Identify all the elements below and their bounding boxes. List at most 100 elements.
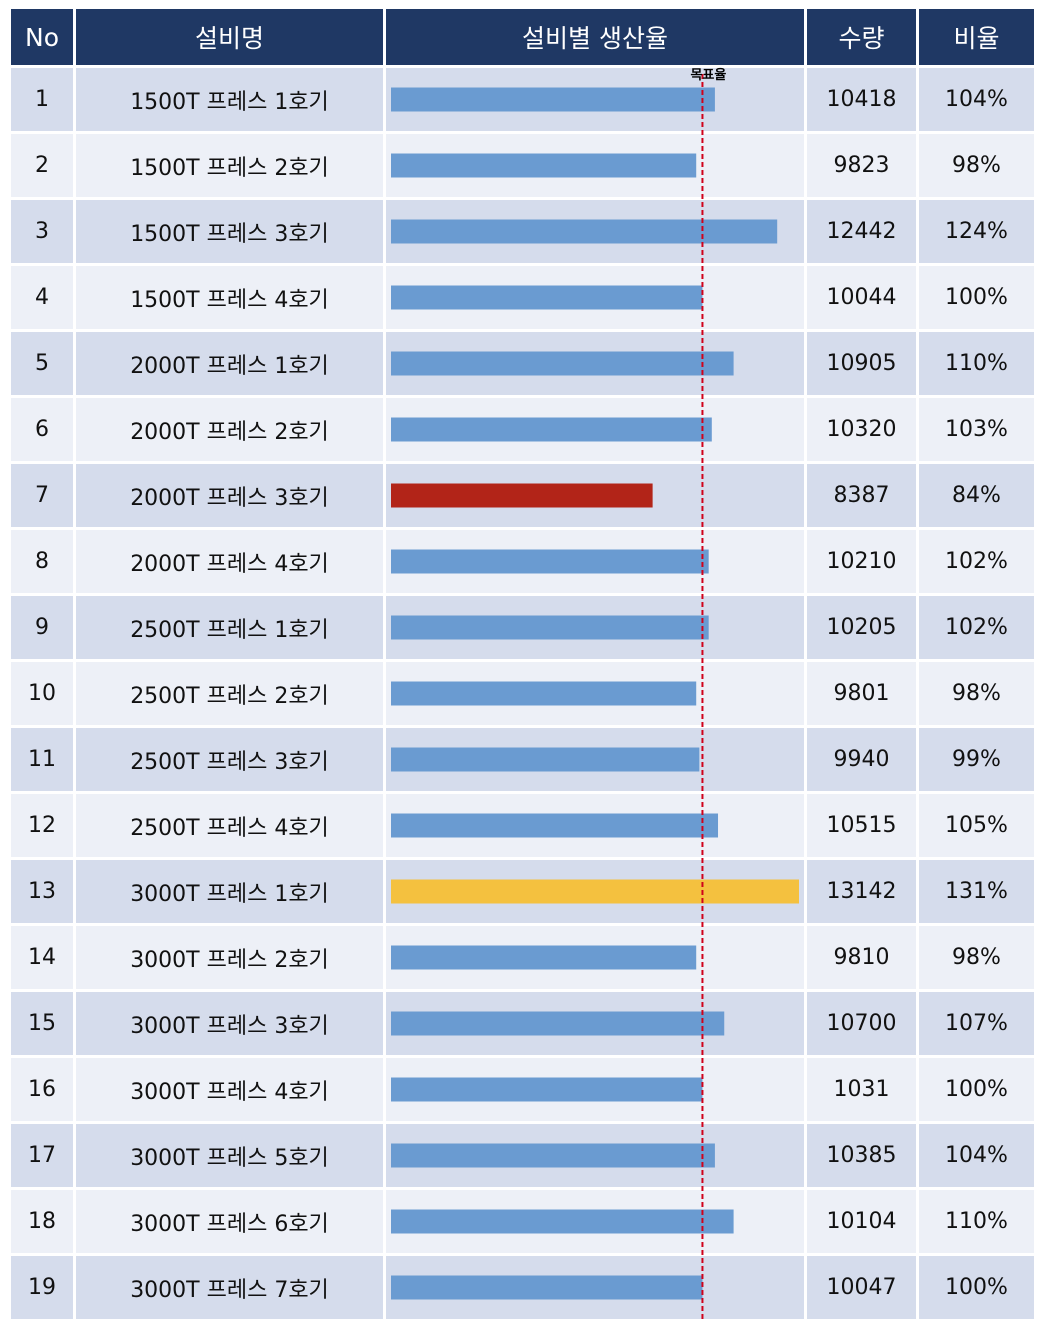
row-qty-cell: 9823 — [807, 134, 916, 197]
table-row: 14 3000T 프레스 2호기 9810 98% — [11, 926, 1034, 989]
row-no-cell: 18 — [11, 1190, 73, 1253]
row-name-cell: 2000T 프레스 2호기 — [76, 398, 383, 461]
row-bar-cell — [386, 332, 804, 395]
row-bar-cell — [386, 134, 804, 197]
row-no-cell: 2 — [11, 134, 73, 197]
row-qty-cell: 10700 — [807, 992, 916, 1055]
row-qty-cell: 9801 — [807, 662, 916, 725]
row-ratio-cell: 98% — [919, 926, 1034, 989]
row-ratio-cell: 102% — [919, 530, 1034, 593]
row-qty-cell: 10047 — [807, 1256, 916, 1319]
row-bar-cell — [386, 926, 804, 989]
row-no-cell: 13 — [11, 860, 73, 923]
row-ratio-cell: 99% — [919, 728, 1034, 791]
row-no-cell: 17 — [11, 1124, 73, 1187]
row-no-cell: 19 — [11, 1256, 73, 1319]
header-name: 설비명 — [76, 9, 383, 65]
row-qty-cell: 10044 — [807, 266, 916, 329]
row-bar-cell — [386, 728, 804, 791]
row-ratio-cell: 110% — [919, 332, 1034, 395]
row-ratio-cell: 104% — [919, 1124, 1034, 1187]
row-ratio-cell: 100% — [919, 1058, 1034, 1121]
production-rate-table: No 설비명 설비별 생산율 수량 비율 1 1500T 프레스 1호기 10418… — [8, 6, 1037, 1322]
row-qty-cell: 10320 — [807, 398, 916, 461]
row-name-cell: 3000T 프레스 1호기 — [76, 860, 383, 923]
row-name-cell: 2500T 프레스 2호기 — [76, 662, 383, 725]
row-ratio-cell: 105% — [919, 794, 1034, 857]
row-name-cell: 2500T 프레스 4호기 — [76, 794, 383, 857]
row-ratio-cell: 104% — [919, 68, 1034, 131]
row-bar-cell — [386, 1256, 804, 1319]
row-bar-cell — [386, 794, 804, 857]
table-row: 7 2000T 프레스 3호기 8387 84% — [11, 464, 1034, 527]
row-qty-cell: 10515 — [807, 794, 916, 857]
row-name-cell: 3000T 프레스 2호기 — [76, 926, 383, 989]
row-qty-cell: 1031 — [807, 1058, 916, 1121]
row-bar-cell — [386, 662, 804, 725]
row-name-cell: 2000T 프레스 4호기 — [76, 530, 383, 593]
row-ratio-cell: 102% — [919, 596, 1034, 659]
row-no-cell: 5 — [11, 332, 73, 395]
table-row: 12 2500T 프레스 4호기 10515 105% — [11, 794, 1034, 857]
row-no-cell: 11 — [11, 728, 73, 791]
row-no-cell: 9 — [11, 596, 73, 659]
row-bar-cell — [386, 200, 804, 263]
row-qty-cell: 10905 — [807, 332, 916, 395]
table-row: 16 3000T 프레스 4호기 1031 100% — [11, 1058, 1034, 1121]
row-bar-cell — [386, 596, 804, 659]
row-no-cell: 6 — [11, 398, 73, 461]
row-ratio-cell: 131% — [919, 860, 1034, 923]
row-ratio-cell: 110% — [919, 1190, 1034, 1253]
row-no-cell: 12 — [11, 794, 73, 857]
row-ratio-cell: 98% — [919, 134, 1034, 197]
row-qty-cell: 8387 — [807, 464, 916, 527]
row-qty-cell: 10104 — [807, 1190, 916, 1253]
row-no-cell: 1 — [11, 68, 73, 131]
row-name-cell: 3000T 프레스 4호기 — [76, 1058, 383, 1121]
row-name-cell: 2500T 프레스 3호기 — [76, 728, 383, 791]
row-qty-cell: 9940 — [807, 728, 916, 791]
table-row: 8 2000T 프레스 4호기 10210 102% — [11, 530, 1034, 593]
row-qty-cell: 10205 — [807, 596, 916, 659]
row-ratio-cell: 100% — [919, 266, 1034, 329]
row-no-cell: 8 — [11, 530, 73, 593]
row-ratio-cell: 107% — [919, 992, 1034, 1055]
table-row: 19 3000T 프레스 7호기 10047 100% — [11, 1256, 1034, 1319]
header-chart: 설비별 생산율 — [386, 9, 804, 65]
row-bar-cell — [386, 992, 804, 1055]
table-row: 13 3000T 프레스 1호기 13142 131% — [11, 860, 1034, 923]
row-bar-cell — [386, 464, 804, 527]
row-bar-cell — [386, 860, 804, 923]
row-name-cell: 3000T 프레스 5호기 — [76, 1124, 383, 1187]
table-row: 5 2000T 프레스 1호기 10905 110% — [11, 332, 1034, 395]
row-bar-cell — [386, 266, 804, 329]
row-bar-cell — [386, 1124, 804, 1187]
row-name-cell: 2000T 프레스 1호기 — [76, 332, 383, 395]
row-no-cell: 16 — [11, 1058, 73, 1121]
table-row: 10 2500T 프레스 2호기 9801 98% — [11, 662, 1034, 725]
header-no: No — [11, 9, 73, 65]
row-bar-cell — [386, 530, 804, 593]
row-bar-cell — [386, 1190, 804, 1253]
header-row: No 설비명 설비별 생산율 수량 비율 — [11, 9, 1034, 65]
row-name-cell: 2500T 프레스 1호기 — [76, 596, 383, 659]
table-row: 18 3000T 프레스 6호기 10104 110% — [11, 1190, 1034, 1253]
table-row: 11 2500T 프레스 3호기 9940 99% — [11, 728, 1034, 791]
row-name-cell: 1500T 프레스 4호기 — [76, 266, 383, 329]
row-no-cell: 15 — [11, 992, 73, 1055]
row-qty-cell: 9810 — [807, 926, 916, 989]
row-bar-cell — [386, 68, 804, 131]
row-qty-cell: 10418 — [807, 68, 916, 131]
row-ratio-cell: 98% — [919, 662, 1034, 725]
row-bar-cell — [386, 398, 804, 461]
row-ratio-cell: 84% — [919, 464, 1034, 527]
table-row: 4 1500T 프레스 4호기 10044 100% — [11, 266, 1034, 329]
row-bar-cell — [386, 1058, 804, 1121]
row-no-cell: 10 — [11, 662, 73, 725]
row-qty-cell: 13142 — [807, 860, 916, 923]
row-qty-cell: 10385 — [807, 1124, 916, 1187]
table-row: 15 3000T 프레스 3호기 10700 107% — [11, 992, 1034, 1055]
row-name-cell: 3000T 프레스 6호기 — [76, 1190, 383, 1253]
row-name-cell: 3000T 프레스 7호기 — [76, 1256, 383, 1319]
header-qty: 수량 — [807, 9, 916, 65]
